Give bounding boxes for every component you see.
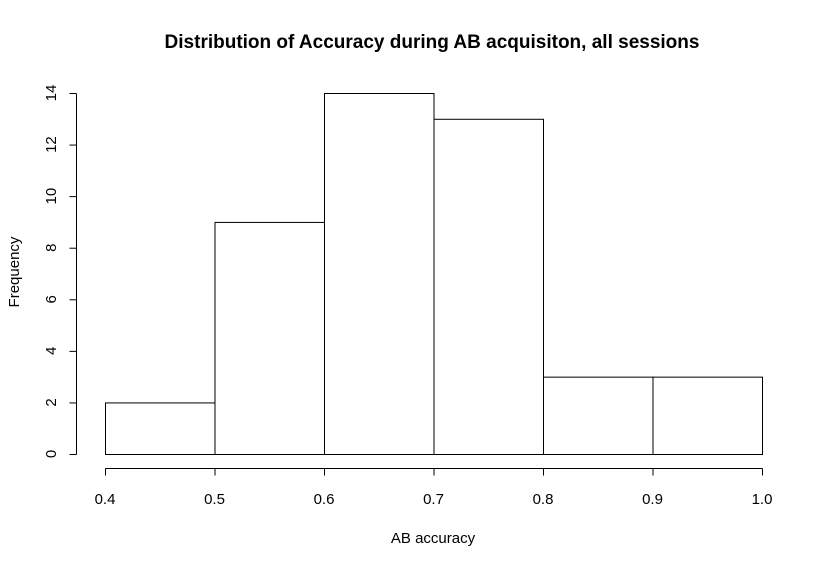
histogram-bar (652, 376, 763, 455)
x-tick-label: 0.7 (423, 491, 444, 508)
y-axis-label: Frequency (6, 236, 23, 307)
x-tick-label: 0.9 (642, 491, 663, 508)
histogram-bar (324, 93, 435, 455)
x-tick-label: 0.5 (204, 491, 225, 508)
histogram-bar (543, 376, 654, 455)
histogram-bar (214, 221, 325, 455)
x-tick-label: 1.0 (752, 491, 773, 508)
x-axis: 0.4 0.5 0.6 0.7 0.8 0.9 1.0 (95, 468, 773, 508)
histogram-bar (105, 402, 216, 455)
x-tick-label: 0.8 (533, 491, 554, 508)
x-tick-label: 0.4 (95, 491, 116, 508)
bars-group (105, 93, 763, 456)
y-tick-label: 12 (43, 136, 60, 153)
y-tick-label: 10 (43, 188, 60, 205)
y-tick-label: 0 (43, 450, 60, 458)
y-tick-label: 2 (43, 398, 60, 406)
y-axis: 0 2 4 6 8 10 12 14 (43, 85, 77, 458)
y-tick-label: 6 (43, 295, 60, 303)
y-tick-label: 4 (43, 347, 60, 355)
y-tick-label: 14 (43, 85, 60, 102)
histogram-bar (433, 118, 544, 456)
x-tick-label: 0.6 (314, 491, 335, 508)
x-axis-label: AB accuracy (391, 530, 476, 547)
y-tick-label: 8 (43, 244, 60, 252)
chart-title: Distribution of Accuracy during AB acqui… (165, 32, 700, 53)
